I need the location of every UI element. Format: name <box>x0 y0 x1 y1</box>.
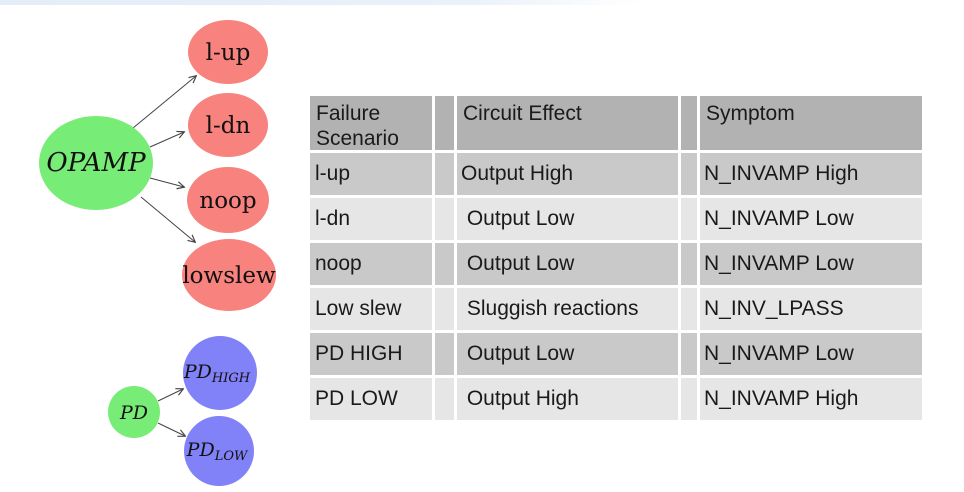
cell-spacer <box>681 153 697 195</box>
lowslew-node <box>182 239 276 311</box>
cell-scenario: l-up <box>310 153 432 195</box>
cell-symptom: N_INVAMP Low <box>700 243 922 285</box>
cell-symptom: N_INVAMP Low <box>700 333 922 375</box>
pd-high-node <box>183 336 257 410</box>
opamp-node-label: OPAMP <box>46 148 146 178</box>
noop-node-label: noop <box>199 188 256 214</box>
lup-node <box>188 20 268 84</box>
pd-high-node-label: PDHIGH <box>183 361 251 386</box>
pd-node-label: PD <box>119 402 148 424</box>
cell-spacer <box>681 333 697 375</box>
cell-spacer <box>435 378 454 420</box>
edge-opamp-ldn <box>149 132 184 148</box>
cell-effect: Output High <box>457 378 678 420</box>
cell-symptom: N_INVAMP Low <box>700 198 922 240</box>
cell-spacer <box>435 198 454 240</box>
pd-high-label-main: PD <box>183 361 212 383</box>
fault-tree-diagram: OPAMP l-up l-dn noop lowslew PD PDHIGH P… <box>39 20 276 486</box>
cell-effect: Output High <box>457 153 678 195</box>
edge-opamp-lowslew <box>140 196 195 242</box>
edge-opamp-noop <box>149 177 184 187</box>
ldn-node <box>188 93 268 157</box>
cell-symptom: N_INV_LPASS <box>700 288 922 330</box>
cell-spacer <box>681 378 697 420</box>
cell-symptom: N_INVAMP High <box>700 153 922 195</box>
cell-scenario: Low slew <box>310 288 432 330</box>
cell-spacer <box>435 243 454 285</box>
pd-node <box>108 386 160 438</box>
cell-scenario: l-dn <box>310 198 432 240</box>
noop-node <box>187 167 269 233</box>
cell-spacer <box>681 198 697 240</box>
pd-edges <box>157 389 185 436</box>
cell-spacer <box>681 288 697 330</box>
lowslew-node-label: lowslew <box>182 263 276 289</box>
header-spacer-1 <box>435 96 454 150</box>
cell-spacer <box>435 288 454 330</box>
cell-scenario: PD HIGH <box>310 333 432 375</box>
pd-low-node-label: PDLOW <box>186 439 249 464</box>
cell-effect: Output Low <box>457 243 678 285</box>
cell-effect: Output Low <box>457 333 678 375</box>
ldn-node-label: l-dn <box>206 113 251 139</box>
header-symptom: Symptom <box>700 96 922 150</box>
pd-low-label-main: PD <box>186 439 215 461</box>
cell-spacer <box>435 153 454 195</box>
lup-node-label: l-up <box>206 40 251 66</box>
pd-low-node <box>184 416 254 486</box>
pd-high-label-subscript: HIGH <box>211 371 251 386</box>
opamp-node <box>39 116 153 210</box>
cell-effect: Sluggish reactions <box>457 288 678 330</box>
cell-spacer <box>681 243 697 285</box>
edge-pd-high <box>157 389 183 402</box>
cell-symptom: N_INVAMP High <box>700 378 922 420</box>
top-edge-strip <box>0 0 645 5</box>
edge-opamp-lup <box>132 76 196 129</box>
edge-pd-low <box>157 422 185 436</box>
cell-scenario: PD LOW <box>310 378 432 420</box>
opamp-edges <box>132 76 196 242</box>
pd-low-label-subscript: LOW <box>214 449 249 464</box>
header-failure-scenario: Failure Scenario <box>310 96 432 150</box>
cell-effect: Output Low <box>457 198 678 240</box>
cell-spacer <box>435 333 454 375</box>
header-spacer-2 <box>681 96 697 150</box>
cell-scenario: noop <box>310 243 432 285</box>
failure-scenario-table: Failure Scenario Circuit Effect Symptom … <box>310 96 922 420</box>
header-circuit-effect: Circuit Effect <box>457 96 678 150</box>
